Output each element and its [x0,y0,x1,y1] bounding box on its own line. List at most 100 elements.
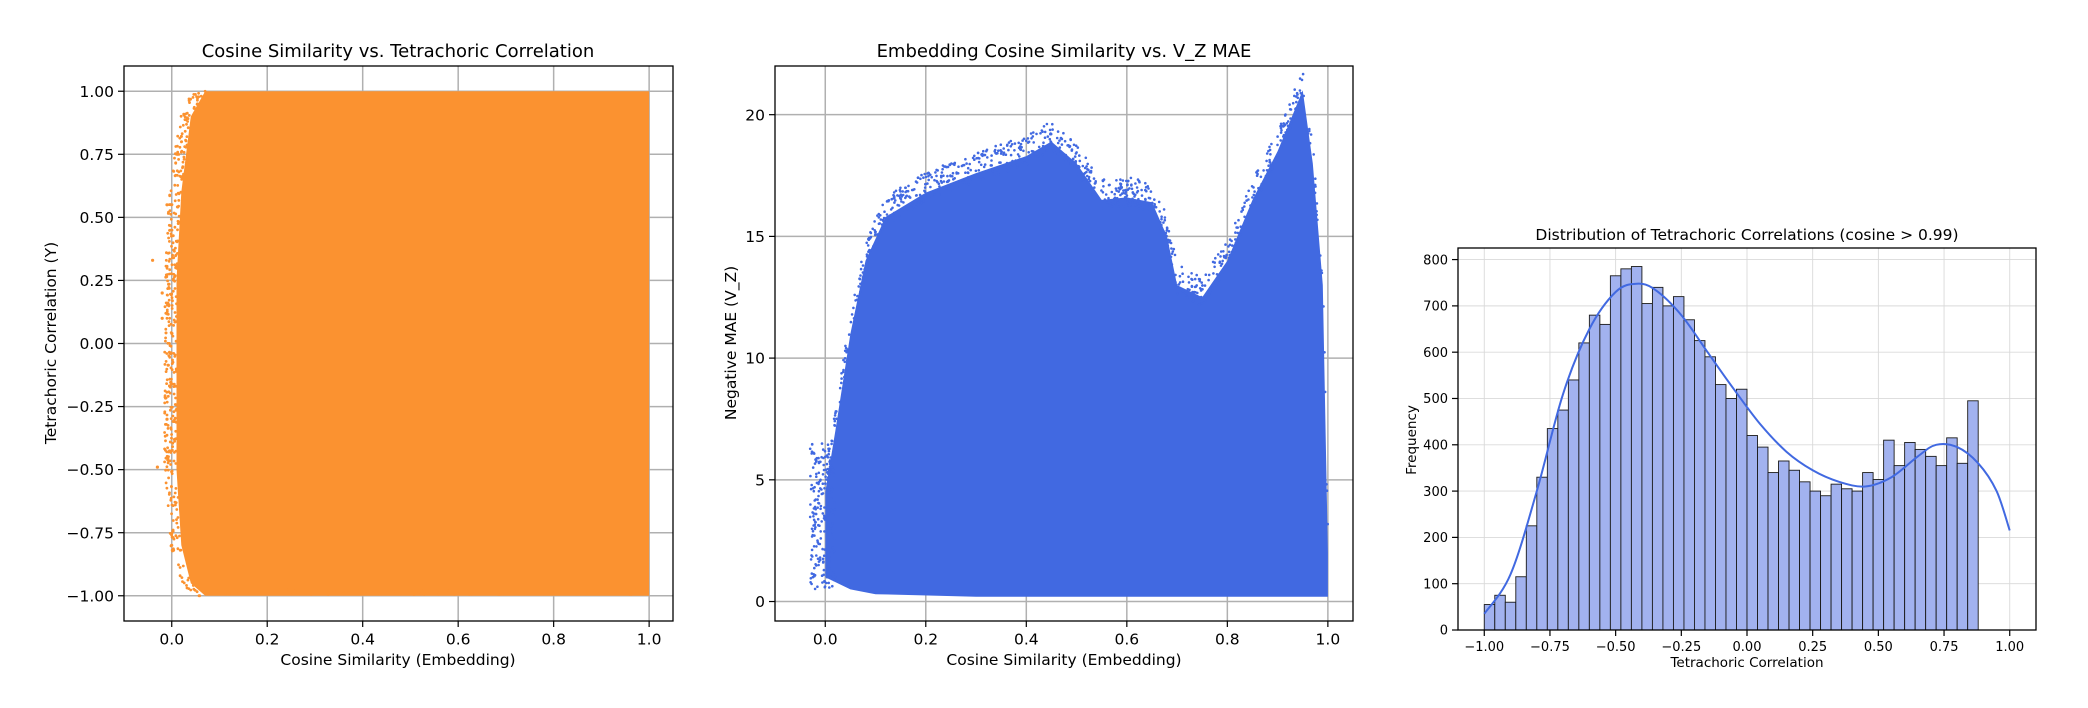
scatter-point [1126,183,1129,186]
scatter-point [829,456,832,459]
scatter-point [907,207,911,210]
scatter-point [842,368,845,372]
scatter-point [990,159,993,162]
scatter-point [1315,210,1318,213]
scatter-point [165,352,169,355]
scatter-point [179,190,183,194]
y-axis-ticks: 0 5 10 15 20 [745,106,775,611]
scatter-point [1274,157,1277,160]
scatter-point [874,231,877,234]
scatter-point [303,591,306,595]
scatter-point [1252,193,1256,197]
scatter-point [902,201,905,204]
scatter-point [838,386,842,390]
histogram-bar [1736,388,1748,631]
scatter-point [1137,207,1141,210]
scatter-point [171,504,175,507]
scatter-point [169,322,173,326]
scatter-point [631,591,634,594]
scatter-point [178,220,181,224]
scatter-point [623,590,626,593]
scatter-point [587,591,591,595]
y-tick-label: 400 [1423,438,1448,453]
scatter-point [175,302,178,306]
scatter-point [915,181,919,184]
scatter-point [174,370,178,373]
scatter-point [592,589,596,592]
scatter-point [170,244,173,248]
scatter-point [213,592,217,596]
scatter-point [828,491,832,494]
scatter-point [916,176,920,179]
scatter-point [1186,296,1189,300]
scatter-point [1149,190,1153,193]
scatter-point [1222,270,1226,274]
scatter-point [1170,247,1173,250]
scatter-point [635,588,638,591]
scatter-point [335,589,339,592]
scatter-point [982,153,986,157]
scatter-point [821,448,825,451]
scatter-point [1119,178,1122,181]
scatter-point [821,473,825,476]
scatter-point [195,590,199,594]
scatter-point [843,360,847,364]
scatter-point [1268,145,1271,149]
scatter-point [824,475,827,479]
scatter-point [1298,89,1302,92]
scatter-point [173,183,177,187]
scatter-point [832,455,836,458]
scatter-point [940,171,944,174]
scatter-point [174,161,178,165]
scatter-point [165,413,169,417]
scatter-point [985,149,988,153]
scatter-point [1222,250,1225,253]
scatter-point [833,419,837,423]
scatter-point [1055,136,1059,140]
scatter-point [997,149,1000,152]
scatter-point [185,584,188,587]
scatter-point [810,535,814,538]
scatter-point [1308,129,1311,133]
scatter-point [833,414,837,417]
scatter-point [1083,171,1087,175]
scatter-point [308,590,312,593]
scatter-point [1177,283,1181,286]
scatter-point [1252,186,1255,189]
scatter-point [1215,273,1219,276]
scatter-point [811,466,815,469]
histogram-bar [1588,314,1601,631]
scatter-point [962,163,966,167]
scatter-point [1034,155,1037,158]
scatter-point [821,482,825,486]
scatter-point [1207,273,1211,277]
scatter-point [234,590,238,593]
scatter-point [1122,189,1125,192]
scatter-point [993,149,996,153]
scatter-point [1100,189,1103,192]
scatter-point [882,226,885,229]
scatter-point [828,559,831,563]
scatter-point [1130,187,1134,191]
scatter-point [1294,107,1297,111]
histogram-bar [1536,476,1548,631]
scatter-point [1200,302,1204,305]
scatter-point [1227,256,1231,260]
scatter-point [877,216,881,219]
scatter-point [174,254,178,258]
scatter-point [1048,137,1052,141]
scatter-point [815,564,818,567]
scatter-point [814,521,817,524]
scatter-point [168,384,171,388]
scatter-point [869,231,872,234]
scatter-point [167,324,171,327]
scatter-point [1134,203,1137,206]
scatter-point [436,588,440,592]
scatter-point [838,400,842,404]
scatter-point [1014,159,1017,162]
scatter-point [929,185,932,189]
scatter-point [1181,290,1185,293]
scatter-point [1208,290,1212,294]
scatter-point [614,589,617,593]
scatter-point [1117,205,1121,208]
